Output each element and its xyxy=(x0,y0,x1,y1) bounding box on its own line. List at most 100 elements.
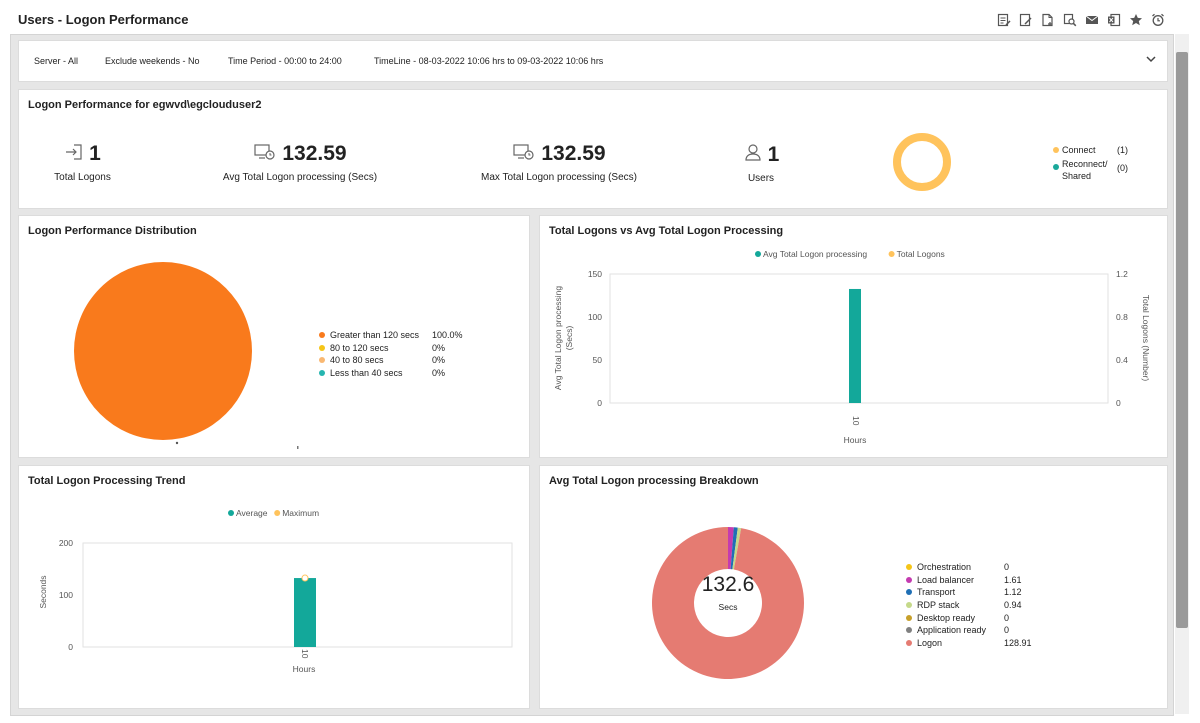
legend-value: 0.94 xyxy=(1004,600,1022,611)
breakdown-legend-item[interactable]: Orchestration 0 xyxy=(906,561,1032,574)
breakdown-legend: Orchestration 0 Load balancer 1.61 Transport… xyxy=(906,561,1032,649)
monitor-clock-icon xyxy=(512,143,536,166)
legend-dot xyxy=(906,576,912,583)
scrollbar-thumb[interactable] xyxy=(1176,52,1188,628)
donut-slice-rdp-stack[interactable] xyxy=(732,527,742,570)
bar-avg-logon-processing[interactable] xyxy=(849,288,861,403)
legend-dot xyxy=(274,510,281,516)
chevron-down-icon[interactable] xyxy=(1145,53,1157,65)
stat-value: 1 xyxy=(89,142,101,165)
donut-slice-transport[interactable] xyxy=(730,527,738,570)
y-right-tick-label: 0.8 xyxy=(1116,312,1128,322)
legend-value: 128.91 xyxy=(1004,637,1032,648)
donut-slice-logon[interactable] xyxy=(652,527,804,679)
breakdown-center: 132.6 Secs xyxy=(694,573,762,612)
legend-label: Maximum xyxy=(282,508,319,518)
breakdown-legend-item[interactable]: Application ready 0 xyxy=(906,624,1032,637)
legend-count: (1) xyxy=(1117,145,1128,155)
edit-icon[interactable] xyxy=(1018,12,1034,28)
legend-label: Total Logons xyxy=(897,249,945,259)
legend-dot xyxy=(906,589,912,596)
filter-server: Server - All xyxy=(34,56,79,66)
legend-dot xyxy=(906,614,912,621)
legend-dot xyxy=(906,602,912,609)
pie-slice-greater-than-120[interactable] xyxy=(74,262,252,440)
legend-dot xyxy=(1053,164,1059,170)
breakdown-legend-item[interactable]: Load balancer 1.61 xyxy=(906,574,1032,587)
breakdown-legend-item[interactable]: Desktop ready 0 xyxy=(906,611,1032,624)
y-tick-label: 100 xyxy=(588,312,602,322)
excel-icon[interactable] xyxy=(1106,12,1122,28)
legend-label: Logon xyxy=(917,637,943,648)
donut-slice-load-balancer[interactable] xyxy=(728,527,734,570)
x-axis-title: Hours xyxy=(844,435,867,445)
y-tick-label: 200 xyxy=(59,538,73,548)
stat-label: Avg Total Logon processing (Secs) xyxy=(222,172,378,183)
breakdown-title: Avg Total Logon processing Breakdown xyxy=(549,475,759,487)
legend-label: Transport xyxy=(917,587,956,598)
x-tick-label: 10 xyxy=(851,416,861,426)
legend-dot xyxy=(319,332,325,339)
legend-value: 1.61 xyxy=(1004,574,1022,585)
logons-vs-avg-legend-item[interactable]: Avg Total Logon processing xyxy=(755,249,867,259)
y-right-tick-label: 0 xyxy=(1116,398,1121,408)
session-legend-reconnect[interactable]: Reconnect/ Shared (0) xyxy=(1053,158,1128,182)
pdf-icon[interactable] xyxy=(1040,12,1056,28)
legend-dot xyxy=(888,251,895,257)
legend-dot xyxy=(228,510,234,516)
legend-label: Orchestration xyxy=(917,562,972,573)
legend-dot xyxy=(1053,147,1059,153)
mail-icon[interactable] xyxy=(1084,12,1100,28)
y-right-tick-label: 1.2 xyxy=(1116,269,1128,279)
distribution-title: Logon Performance Distribution xyxy=(28,225,197,237)
star-icon[interactable] xyxy=(1128,12,1144,28)
legend-label: Average xyxy=(236,508,268,518)
distribution-panel: Logon Performance Distribution Greater t… xyxy=(18,215,530,458)
edit-report-icon[interactable] xyxy=(996,12,1012,28)
legend-dot xyxy=(319,344,325,351)
legend-value: 0 xyxy=(1004,562,1010,573)
page-title: Users - Logon Performance xyxy=(18,12,189,27)
filter-exclude-weekends: Exclude weekends - No xyxy=(105,56,200,66)
distribution-legend-item[interactable]: 80 to 120 secs 0% xyxy=(319,342,463,355)
stat-users: 1 Users xyxy=(729,142,793,184)
session-legend-connect[interactable]: Connect (1) xyxy=(1053,145,1128,155)
stat-value: 1 xyxy=(767,142,780,166)
pie-marker xyxy=(175,441,179,445)
legend-label: Application ready xyxy=(917,625,987,636)
search-icon[interactable] xyxy=(1062,12,1078,28)
bar-average[interactable] xyxy=(294,578,316,647)
legend-value: 0 xyxy=(1004,612,1010,623)
filter-time-period: Time Period - 00:00 to 24:00 xyxy=(228,56,342,66)
session-donut xyxy=(893,133,951,191)
legend-dot xyxy=(319,369,325,376)
x-axis-title: Hours xyxy=(293,664,316,674)
breakdown-legend-item[interactable]: RDP stack 0.94 xyxy=(906,599,1032,612)
summary-panel: Logon Performance for egwvd\egclouduser2… xyxy=(18,89,1168,209)
alarm-icon[interactable] xyxy=(1150,12,1166,28)
legend-value: 100.0% xyxy=(432,330,463,341)
legend-dot xyxy=(319,357,325,364)
distribution-chart xyxy=(74,262,299,449)
distribution-legend: Greater than 120 secs 100.0% 80 to 120 sec… xyxy=(319,329,463,379)
monitor-clock-icon xyxy=(253,143,277,166)
legend-value: 0% xyxy=(432,342,446,353)
distribution-legend-item[interactable]: 40 to 80 secs 0% xyxy=(319,354,463,367)
legend-label: Connect xyxy=(1062,145,1096,155)
breakdown-legend-item[interactable]: Logon 128.91 xyxy=(906,637,1032,650)
breakdown-legend-item[interactable]: Transport 1.12 xyxy=(906,586,1032,599)
legend-value: 0% xyxy=(432,355,446,366)
logons-vs-avg-title: Total Logons vs Avg Total Logon Processi… xyxy=(549,225,784,237)
point-maximum[interactable] xyxy=(301,574,309,582)
y-axis-title-unit: (Secs) xyxy=(564,326,574,351)
distribution-legend-item[interactable]: Less than 40 secs 0% xyxy=(319,367,463,380)
logons-vs-avg-legend-item[interactable]: Total Logons xyxy=(888,249,945,259)
x-tick-label: 10 xyxy=(300,649,310,659)
distribution-legend-item[interactable]: Greater than 120 secs 100.0% xyxy=(319,329,463,342)
legend-dot xyxy=(906,564,912,571)
trend-chart: Average Maximum 0 100 200 10 Hours Seconds xyxy=(38,508,513,674)
trend-legend-item[interactable]: Average xyxy=(228,508,268,518)
summary-title: Logon Performance for egwvd\egclouduser2 xyxy=(28,99,262,111)
trend-legend-item[interactable]: Maximum xyxy=(274,508,319,518)
legend-label: Reconnect/ Shared xyxy=(1062,159,1108,181)
